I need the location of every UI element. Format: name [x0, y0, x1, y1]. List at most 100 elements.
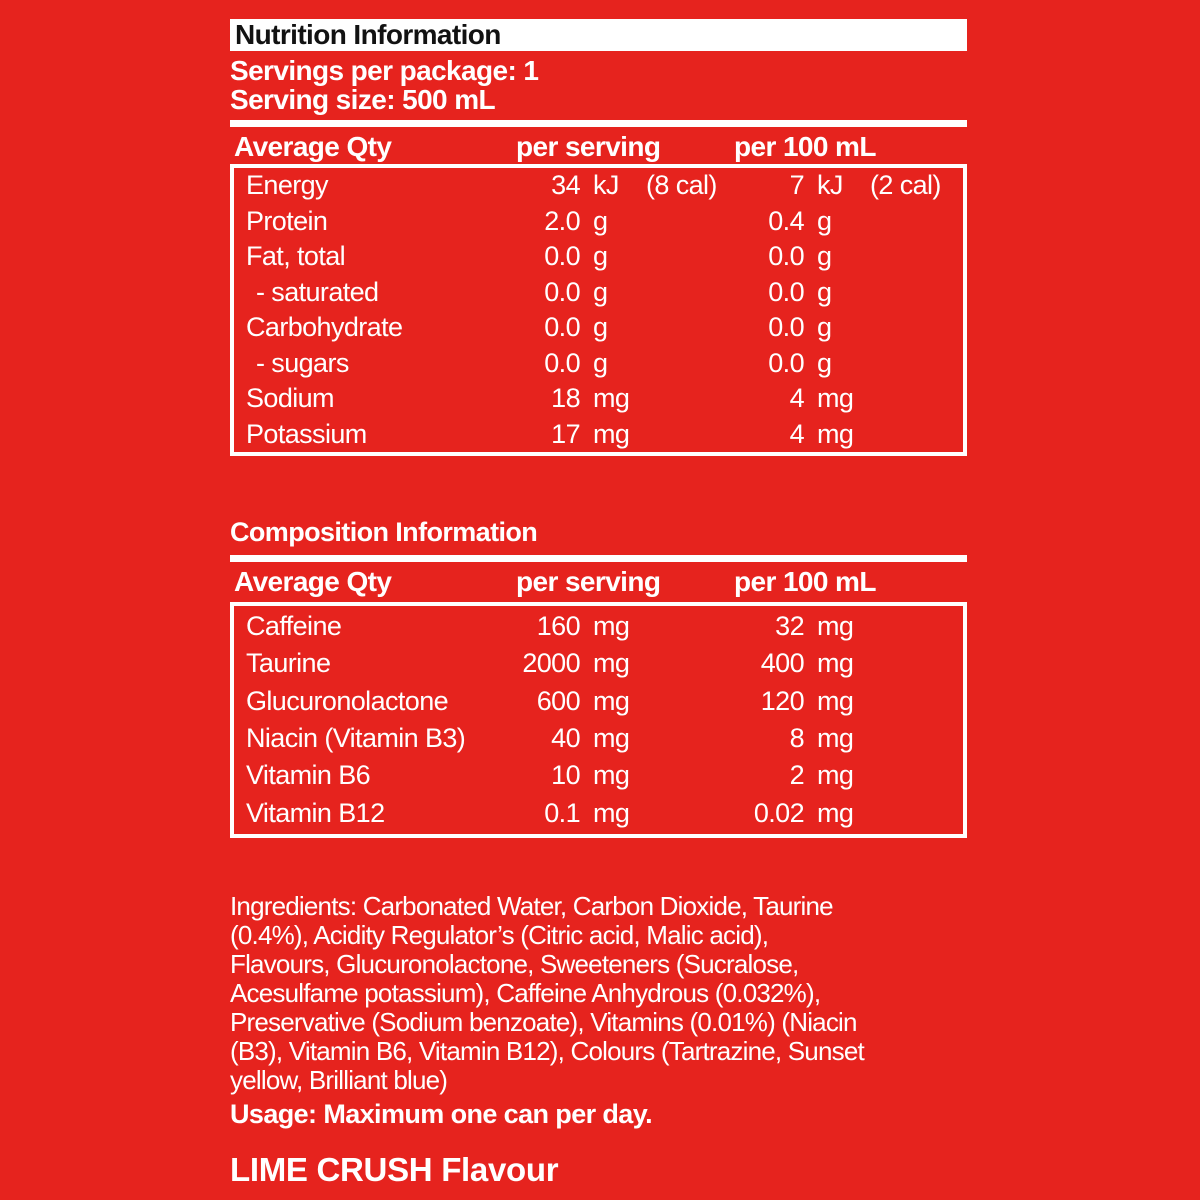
- table-row: Carbohydrate 0.0 g 0.0 g: [234, 310, 963, 346]
- row-label: Energy: [246, 170, 329, 201]
- composition-table: Caffeine 160 mg 32 mg Taurine 2000 mg 400 mg Glucu…: [230, 602, 967, 838]
- column-header-per-100ml: per 100 mL: [734, 130, 876, 162]
- serving-value: 0.0: [544, 312, 580, 343]
- serving-unit: g: [593, 205, 608, 236]
- composition-table-header: Average Qty per serving per 100 mL: [230, 565, 967, 598]
- table-row: Vitamin B6 10 mg 2 mg: [234, 757, 963, 794]
- per100-unit: mg: [817, 648, 854, 679]
- per100-unit: mg: [817, 723, 854, 754]
- table-row: - sugars 0.0 g 0.0 g: [234, 346, 963, 382]
- table-row: Energy 34 kJ (8 cal) 7 kJ (2 cal): [234, 168, 963, 204]
- flavour-name: LIME CRUSH Flavour: [230, 1150, 559, 1188]
- serving-unit: mg: [593, 383, 630, 414]
- per100-unit: mg: [817, 418, 854, 449]
- column-header-average-qty: Average Qty: [234, 130, 392, 162]
- per100-value: 400: [760, 648, 805, 679]
- divider-bar: [230, 120, 967, 127]
- per100-value: 4: [789, 383, 805, 414]
- row-label: Sodium: [246, 383, 335, 414]
- per100-value: 2: [789, 760, 805, 791]
- serving-value: 18: [551, 383, 580, 414]
- serving-unit: g: [593, 312, 608, 343]
- row-label: Niacin (Vitamin B3): [246, 723, 466, 754]
- column-header-average-qty: Average Qty: [234, 565, 392, 597]
- serving-unit: g: [593, 241, 608, 272]
- serving-value: 600: [536, 685, 581, 716]
- row-label: Taurine: [246, 648, 331, 679]
- table-row: Protein 2.0 g 0.4 g: [234, 204, 963, 240]
- table-row: Caffeine 160 mg 32 mg: [234, 608, 963, 645]
- per100-unit: kJ: [817, 170, 843, 201]
- row-label: Protein: [246, 205, 328, 236]
- table-row: Taurine 2000 mg 400 mg: [234, 645, 963, 682]
- per100-unit: g: [817, 241, 832, 272]
- serving-size-line: Serving size: 500 mL: [230, 84, 496, 115]
- serving-unit: g: [593, 347, 608, 378]
- table-row: Sodium 18 mg 4 mg: [234, 381, 963, 417]
- serving-value: 17: [551, 418, 580, 449]
- divider-bar: [230, 555, 967, 562]
- serving-unit: mg: [593, 648, 630, 679]
- ingredients-paragraph: Ingredients: Carbonated Water, Carbon Di…: [230, 890, 865, 1095]
- serving-unit: kJ: [593, 170, 619, 201]
- table-row: Fat, total 0.0 g 0.0 g: [234, 239, 963, 275]
- per100-value: 0.0: [768, 347, 804, 378]
- usage-line: Usage: Maximum one can per day.: [230, 1098, 653, 1129]
- row-label: Vitamin B12: [246, 797, 385, 828]
- per100-unit: mg: [817, 611, 854, 642]
- per100-value: 7: [789, 170, 805, 201]
- row-label: Caffeine: [246, 611, 342, 642]
- per100-unit: mg: [817, 760, 854, 791]
- nutrition-table-header: Average Qty per serving per 100 mL: [230, 130, 967, 163]
- table-row: Vitamin B12 0.1 mg 0.02 mg: [234, 794, 963, 831]
- row-label: Fat, total: [246, 241, 346, 272]
- composition-title: Composition Information: [230, 517, 538, 547]
- per100-unit: g: [817, 312, 832, 343]
- column-header-per-100ml: per 100 mL: [734, 565, 876, 597]
- row-label: - saturated: [256, 276, 379, 307]
- per100-value: 0.02: [753, 797, 805, 828]
- serving-value: 40: [551, 723, 580, 754]
- label-panel: Nutrition Information Servings per packa…: [230, 0, 967, 1189]
- per100-unit: mg: [817, 797, 854, 828]
- column-header-per-serving: per serving: [516, 565, 661, 597]
- serving-value: 2000: [522, 648, 580, 679]
- table-row: Glucuronolactone 600 mg 120 mg: [234, 683, 963, 720]
- serving-unit: mg: [593, 797, 630, 828]
- serving-value: 10: [551, 760, 580, 791]
- serving-value: 0.0: [544, 241, 580, 272]
- per100-value: 32: [775, 611, 804, 642]
- per100-value: 0.0: [768, 241, 804, 272]
- serving-unit: mg: [593, 685, 630, 716]
- column-header-per-serving: per serving: [516, 130, 661, 162]
- per100-extra: (2 cal): [870, 170, 941, 201]
- serving-value: 34: [551, 170, 580, 201]
- row-label: Potassium: [246, 418, 367, 449]
- serving-unit: mg: [593, 611, 630, 642]
- per100-unit: mg: [817, 685, 854, 716]
- per100-value: 0.0: [768, 276, 804, 307]
- table-row: Potassium 17 mg 4 mg: [234, 417, 963, 453]
- nutrition-title: Nutrition Information: [235, 19, 501, 50]
- serving-value: 2.0: [544, 205, 580, 236]
- nutrition-title-bar: Nutrition Information: [230, 19, 967, 51]
- per100-unit: mg: [817, 383, 854, 414]
- servings-per-package-line: Servings per package: 1: [230, 55, 539, 86]
- serving-value: 0.0: [544, 276, 580, 307]
- serving-value: 0.1: [544, 797, 580, 828]
- row-label: Glucuronolactone: [246, 685, 449, 716]
- serving-value: 160: [536, 611, 581, 642]
- serving-unit: mg: [593, 723, 630, 754]
- serving-unit: mg: [593, 760, 630, 791]
- per100-value: 0.4: [768, 205, 804, 236]
- serving-unit: mg: [593, 418, 630, 449]
- row-label: Vitamin B6: [246, 760, 371, 791]
- serving-value: 0.0: [544, 347, 580, 378]
- per100-unit: g: [817, 205, 832, 236]
- nutrition-table: Energy 34 kJ (8 cal) 7 kJ (2 cal) Protein 2.0 g 0.…: [230, 164, 967, 456]
- serving-unit: g: [593, 276, 608, 307]
- per100-value: 0.0: [768, 312, 804, 343]
- serving-extra: (8 cal): [646, 170, 717, 201]
- table-row: - saturated 0.0 g 0.0 g: [234, 275, 963, 311]
